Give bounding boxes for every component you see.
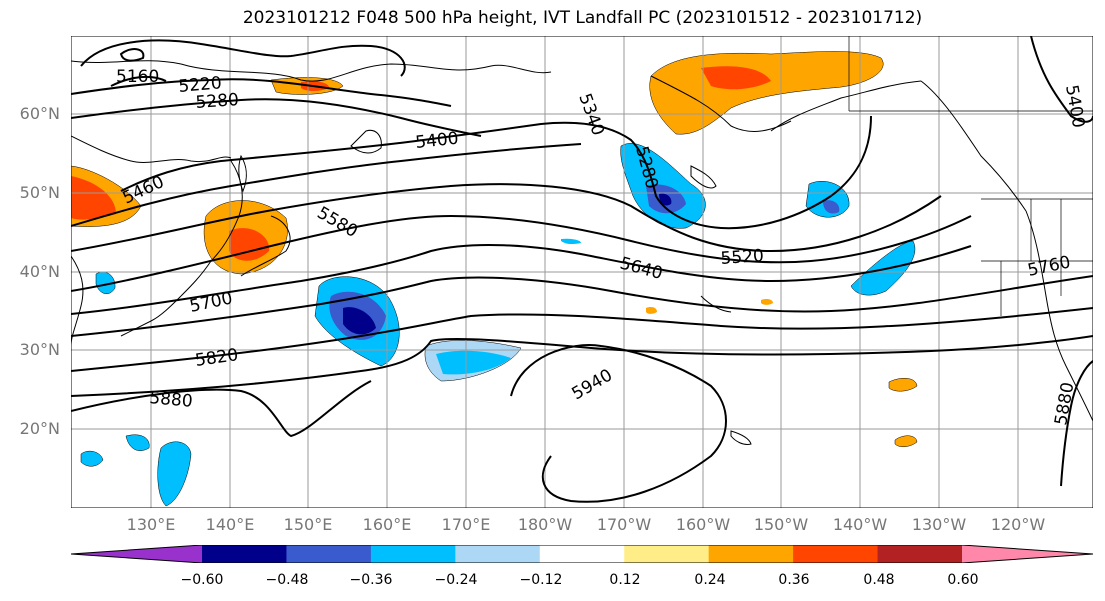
lon-label: 150°E [283,515,333,534]
lat-label-40n: 40°N [19,262,60,281]
colorbar-tick-label: −0.36 [349,572,393,588]
colorbar-tick-label: 0.48 [863,572,895,588]
political-borders [848,36,1093,316]
lon-label: 140°W [832,515,888,534]
map-panel: 5160 5220 5280 5340 5400 5460 5520 5580 … [71,36,1093,508]
contour-label: 5400 [414,129,459,153]
colorbar-tick-label: −0.24 [434,572,478,588]
closed-low-contour [119,48,145,62]
colorbar-bin [286,545,372,563]
coastlines [71,60,1093,445]
contour-label: 5880 [149,388,194,412]
lon-label: 120°W [990,515,1046,534]
contour-label: 5160 [116,67,159,87]
colorbar-bin [793,545,879,563]
colorbar-bin [877,545,963,563]
lon-label: 150°W [753,515,809,534]
lon-label: 160°E [362,515,412,534]
colorbar-tick-label: −0.60 [180,572,224,588]
lon-label: 180°W [517,515,573,534]
colorbar-extend-low [71,545,202,563]
colorbar-bin [370,545,456,563]
colorbar-extend-high [962,545,1093,563]
contour-label: 5220 [178,73,223,97]
lon-label: 170°W [596,515,652,534]
lon-label: 130°E [126,515,176,534]
colorbar-tick-label: 0.12 [609,572,641,588]
lon-label: 170°E [441,515,491,534]
contour-label: 5280 [195,90,240,113]
lon-label: 140°E [205,515,255,534]
colorbar-tick-label: −0.12 [519,572,563,588]
map-title: 2023101212 F048 500 hPa height, IVT Land… [242,8,923,28]
colorbar-bin [624,545,710,563]
colorbar [71,545,1093,563]
colorbar-bin [202,545,287,563]
contour-label: 5520 [720,246,765,269]
lat-label-60n: 60°N [19,104,60,123]
negative-anomaly-regions [80,143,916,507]
colorbar-bin [708,545,794,563]
colorbar-bin [539,545,625,563]
graticule [71,36,1093,508]
lat-label-30n: 30°N [19,340,60,359]
height-contours [71,36,1093,503]
colorbar-bin [455,545,541,563]
colorbar-tick-label: 0.60 [947,572,979,588]
lon-label: 130°W [911,515,967,534]
lat-label-50n: 50°N [19,183,60,202]
lon-label: 160°W [675,515,731,534]
lat-label-20n: 20°N [19,419,60,438]
colorbar-tick-label: 0.36 [778,572,810,588]
colorbar-tick-label: 0.24 [694,572,726,588]
colorbar-tick-label: −0.48 [265,572,309,588]
